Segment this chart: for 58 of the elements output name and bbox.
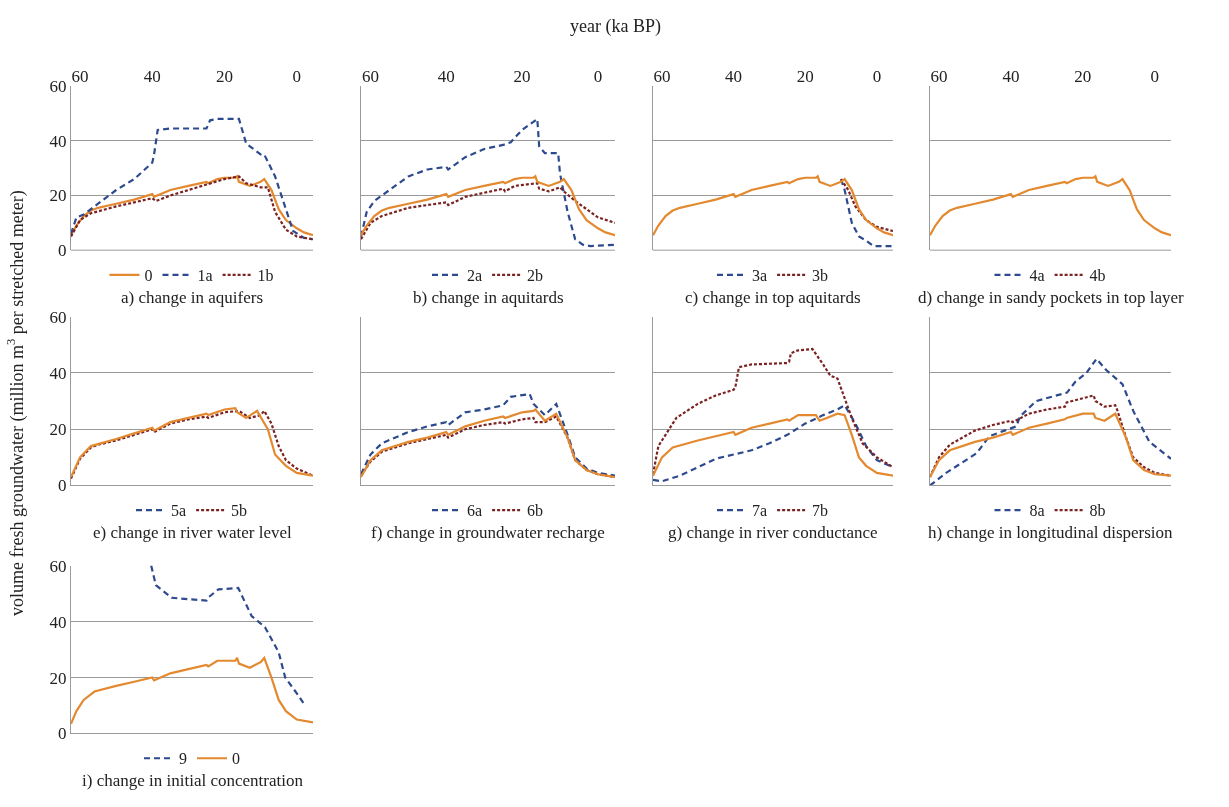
y-tick-label: 40 xyxy=(49,131,67,151)
x-tick-label: 40 xyxy=(725,66,743,86)
x-tick-label: 60 xyxy=(71,66,89,86)
legend-label: 9 xyxy=(179,750,187,768)
y-tick-label: 20 xyxy=(49,668,67,688)
x-tick-label: 40 xyxy=(143,66,161,86)
y-tick-label: 20 xyxy=(49,186,67,206)
legend-label: 0 xyxy=(232,750,240,768)
legend-label: 6a xyxy=(467,502,483,520)
legend-label: 8b xyxy=(1089,502,1106,520)
legend-label: 5a xyxy=(171,502,187,520)
text: a) change in aquifers xyxy=(121,288,264,307)
x-tick-label: 0 xyxy=(1150,66,1160,86)
x-tick-label: 60 xyxy=(930,66,948,86)
y-tick-label: 40 xyxy=(49,612,67,632)
text: c) change in top aquitards xyxy=(685,288,861,307)
y-tick-label: 0 xyxy=(58,724,67,744)
legend-label: 1a xyxy=(197,267,213,285)
text: e) change in river water level xyxy=(93,523,292,542)
x-tick-label: 0 xyxy=(292,66,301,86)
x-tick-label: 20 xyxy=(216,66,234,86)
text: g) change in river conductance xyxy=(668,523,878,542)
text: d) change in sandy pockets in top layer xyxy=(918,288,1185,307)
text: b) change in aquitards xyxy=(413,288,564,307)
x-tick-label: 20 xyxy=(1074,66,1092,86)
x-tick-label: 60 xyxy=(361,66,379,86)
text: h) change in longitudinal dispersion xyxy=(928,523,1174,542)
line-series xyxy=(71,117,313,241)
legend-label: 6b xyxy=(527,502,544,520)
y-tick-label: 60 xyxy=(49,556,67,576)
x-tick-label: 40 xyxy=(1002,66,1020,86)
legend-label: 2a xyxy=(467,267,483,285)
legend-label: 5b xyxy=(231,502,248,520)
legend-label: 3a xyxy=(752,267,768,285)
y-tick-label: 0 xyxy=(58,241,67,261)
y-tick-label: 40 xyxy=(49,363,67,383)
x-tick-label: 20 xyxy=(796,66,814,86)
x-axis-title: year (ka BP) xyxy=(570,16,661,37)
legend-label: 0 xyxy=(144,267,153,285)
y-tick-label: 0 xyxy=(58,476,67,496)
x-tick-label: 0 xyxy=(593,66,603,86)
x-tick-label: 20 xyxy=(513,66,531,86)
legend-label: 1b xyxy=(257,267,274,285)
line-series xyxy=(71,656,313,725)
text: i) change in initial concentration xyxy=(82,771,304,790)
y-tick-label: 60 xyxy=(49,307,67,327)
legend-label: 2b xyxy=(527,267,544,285)
text: f) change in groundwater recharge xyxy=(371,523,605,542)
legend-label: 7b xyxy=(812,502,829,520)
legend-label: 3b xyxy=(812,267,829,285)
y-tick-label: 20 xyxy=(49,420,67,440)
legend-label: 8a xyxy=(1029,502,1045,520)
x-tick-label: 40 xyxy=(437,66,455,86)
legend-label: 7a xyxy=(752,502,768,520)
x-tick-label: 60 xyxy=(653,66,671,86)
x-tick-label: 0 xyxy=(872,66,882,86)
legend-label: 4a xyxy=(1029,267,1045,285)
legend-label: 4b xyxy=(1089,267,1106,285)
